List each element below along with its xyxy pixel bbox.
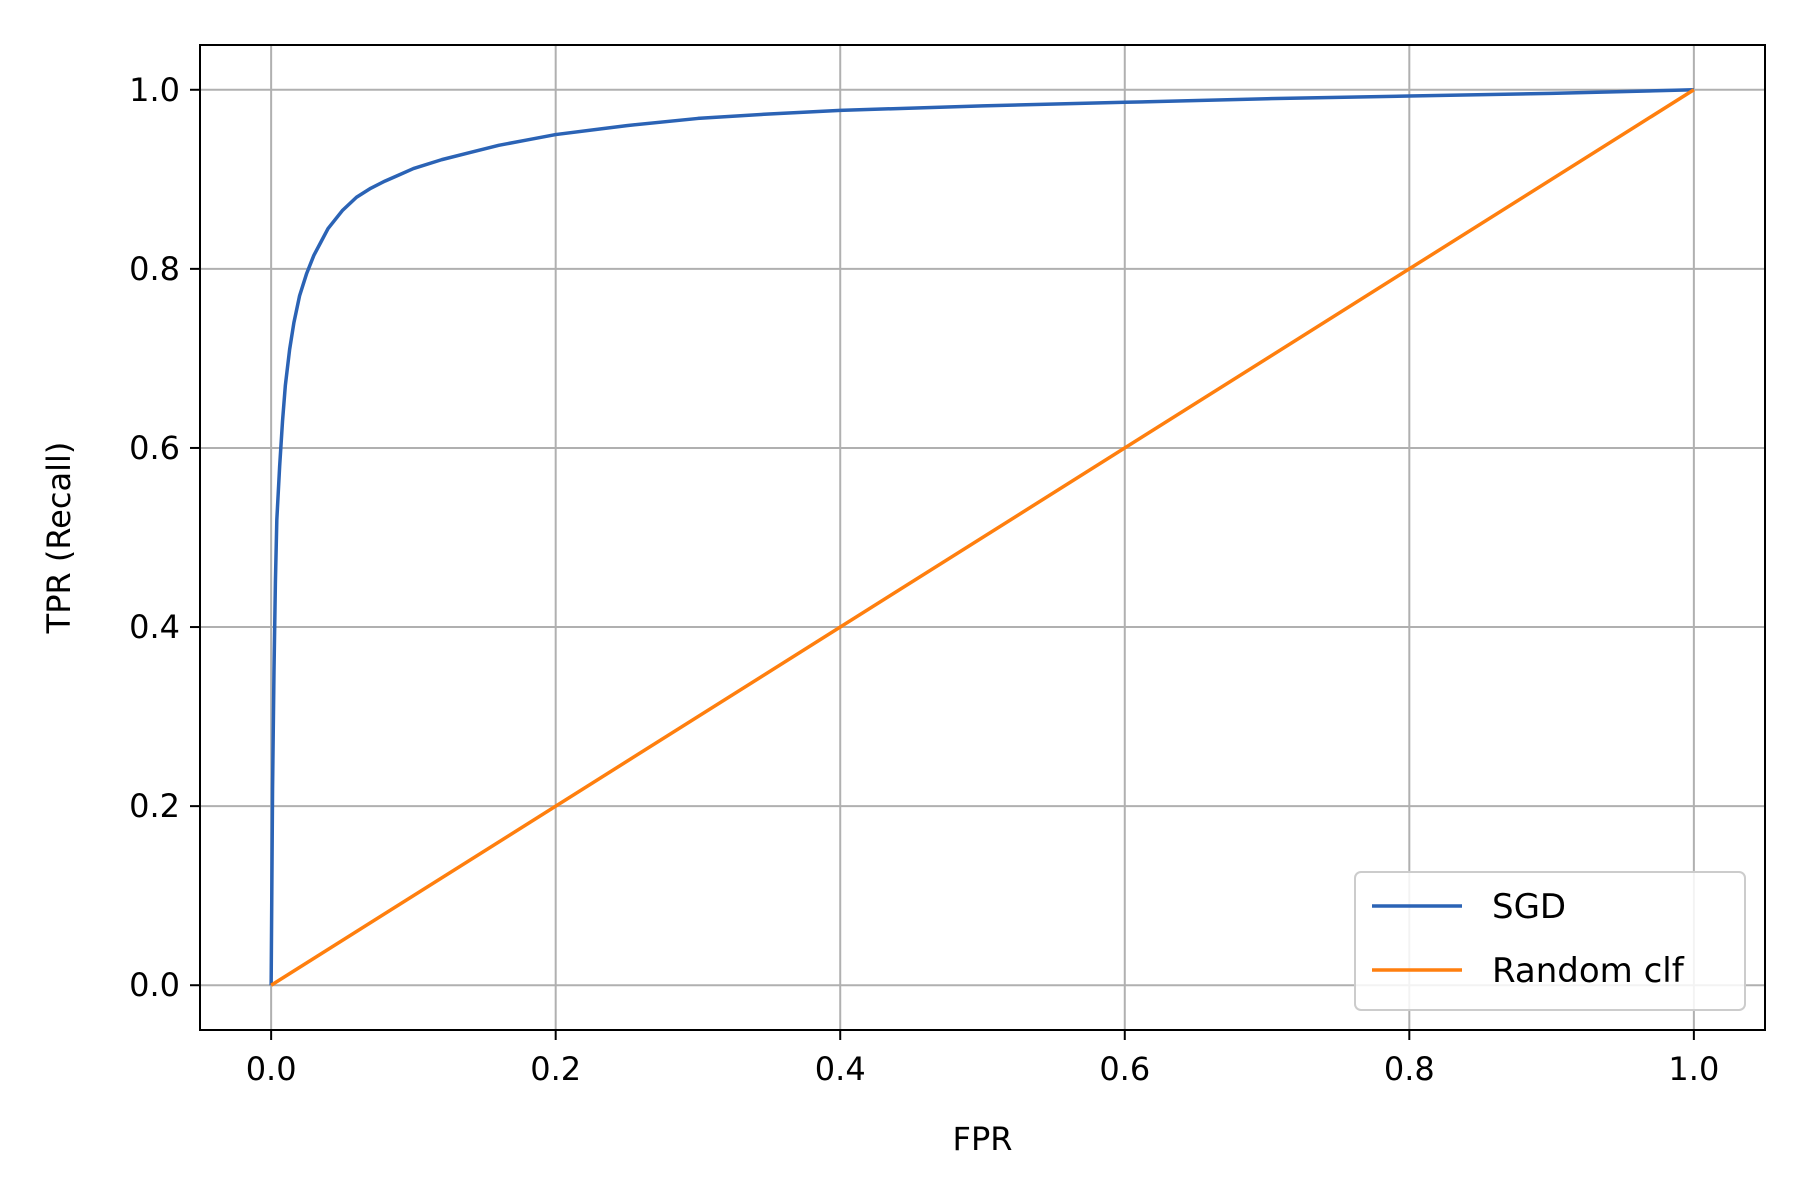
y-tick-label: 0.0 bbox=[129, 966, 180, 1004]
x-tick-label: 0.8 bbox=[1384, 1050, 1435, 1088]
y-tick-label: 0.4 bbox=[129, 608, 180, 646]
x-axis-label: FPR bbox=[953, 1120, 1013, 1158]
x-tick-label: 0.4 bbox=[815, 1050, 866, 1088]
y-tick-label: 1.0 bbox=[129, 71, 180, 109]
series-lines bbox=[269, 88, 1695, 987]
y-tick-label: 0.6 bbox=[129, 429, 180, 467]
x-tick-label: 1.0 bbox=[1668, 1050, 1719, 1088]
y-axis-label: TPR (Recall) bbox=[40, 442, 78, 635]
series-line-sgd bbox=[269, 88, 1694, 986]
series-line-random-clf bbox=[270, 88, 1695, 987]
y-tick-label: 0.8 bbox=[129, 250, 180, 288]
grid-lines bbox=[200, 45, 1765, 1030]
x-tick-label: 0.0 bbox=[246, 1050, 297, 1088]
y-tick-label: 0.2 bbox=[129, 787, 180, 825]
legend-label-random-clf: Random clf bbox=[1492, 951, 1685, 991]
legend: SGD Random clf bbox=[1354, 871, 1746, 1011]
axis-ticks: 0.0 0.2 0.4 0.6 0.8 1.0 0.0 0.2 0.4 0.6 0.8 1.0 bbox=[129, 71, 1719, 1088]
x-tick-label: 0.6 bbox=[1099, 1050, 1150, 1088]
plot-area-frame bbox=[199, 44, 1766, 1031]
legend-label-sgd: SGD bbox=[1492, 887, 1566, 927]
x-tick-label: 0.2 bbox=[530, 1050, 581, 1088]
